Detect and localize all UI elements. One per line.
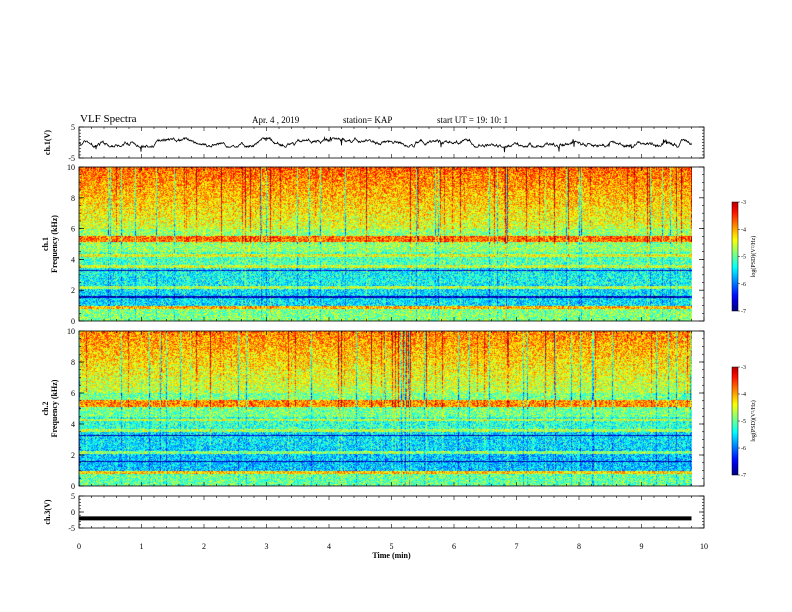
x-tick-label: 10 (700, 542, 708, 551)
x-tick-label: 3 (265, 542, 269, 551)
x-tick-label: 0 (77, 542, 81, 551)
x-tick-label: 4 (327, 542, 331, 551)
y-tick-label: 0 (71, 508, 75, 517)
x-tick-label: 9 (640, 542, 644, 551)
colorbar-tick-label: -6 (741, 446, 746, 452)
colorbar-tick-label: -3 (741, 200, 746, 206)
y-tick-label: 4 (71, 420, 75, 429)
y-tick-label: 10 (67, 327, 75, 336)
colorbar (731, 366, 739, 476)
ch2-spec-ylabel-freq: Frequency (kHz) (50, 379, 59, 437)
spectrogram-canvas (79, 167, 692, 321)
x-tick-label: 7 (515, 542, 519, 551)
y-tick-label: 2 (71, 286, 75, 295)
spectrogram-canvas (79, 331, 692, 486)
y-tick-label: -5 (68, 154, 75, 163)
y-tick-label: 6 (71, 225, 75, 234)
colorbar-tick-label: -4 (741, 227, 746, 233)
colorbar-tick-label: -6 (741, 282, 746, 288)
colorbar-tick-label: -5 (741, 419, 746, 425)
ch1-waveform-path (78, 136, 692, 153)
colorbar-label: log(PSD)(V²/Hz) (750, 400, 757, 441)
ch1-spec-ylabel-ch: ch.1 (41, 237, 50, 251)
x-tick-label: 2 (202, 542, 206, 551)
x-tick-label: 5 (390, 542, 394, 551)
ch2-spec-ylabel-ch: ch.2 (41, 402, 50, 416)
ch1-spec-ylabel-freq: Frequency (kHz) (50, 215, 59, 273)
colorbar-label: log(PSD)(V²/Hz) (750, 236, 757, 277)
colorbar (731, 201, 739, 312)
x-tick-label: 6 (452, 542, 456, 551)
y-tick-label: -5 (68, 524, 75, 533)
date-label: Apr. 4 , 2019 (252, 115, 300, 125)
colorbars: -3 -4 -5 -6 -7 log(PSD)(V²/Hz) -3 -4 -5 -6 -7 log(P… (731, 200, 757, 479)
panel-frame (78, 126, 705, 159)
y-tick-label: 5 (71, 492, 75, 501)
y-tick-label: 0 (71, 482, 75, 491)
ch1-waveform-line (78, 136, 692, 153)
x-tick-label: 1 (140, 542, 144, 551)
y-tick-label: 0 (71, 317, 75, 326)
y-tick-label: 5 (71, 123, 75, 132)
colorbar-tick-label: -5 (741, 255, 746, 261)
x-axis-title: Time (min) (372, 551, 411, 560)
station-label: station= KAP (343, 115, 393, 125)
y-tick-label: 8 (71, 194, 75, 203)
ch2-spectrogram-image (79, 331, 692, 486)
colorbar-tick-label: -7 (741, 309, 746, 315)
chart-title: VLF Spectra (80, 113, 137, 125)
y-tick-label: 10 (67, 163, 75, 172)
colorbar-tick-label: -4 (741, 392, 746, 398)
y-tick-label: 4 (71, 255, 75, 264)
colorbar-tick-label: -3 (741, 365, 746, 371)
y-tick-label: 2 (71, 451, 75, 460)
axis-ticks (78, 126, 705, 529)
ch3-ylabel: ch.3(V) (43, 499, 52, 524)
y-tick-label: 6 (71, 389, 75, 398)
panel-frame (78, 495, 705, 529)
ch1-ylabel: ch.1(V) (43, 130, 52, 155)
start-time-label: start UT = 19: 10: 1 (437, 115, 509, 125)
x-tick-label: 8 (577, 542, 581, 551)
y-tick-label: 8 (71, 358, 75, 367)
ch1-spectrogram-image (79, 167, 692, 321)
colorbar-tick-label: -7 (741, 473, 746, 479)
